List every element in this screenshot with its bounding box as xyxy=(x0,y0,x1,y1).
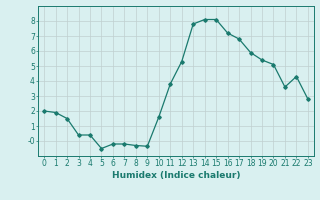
X-axis label: Humidex (Indice chaleur): Humidex (Indice chaleur) xyxy=(112,171,240,180)
